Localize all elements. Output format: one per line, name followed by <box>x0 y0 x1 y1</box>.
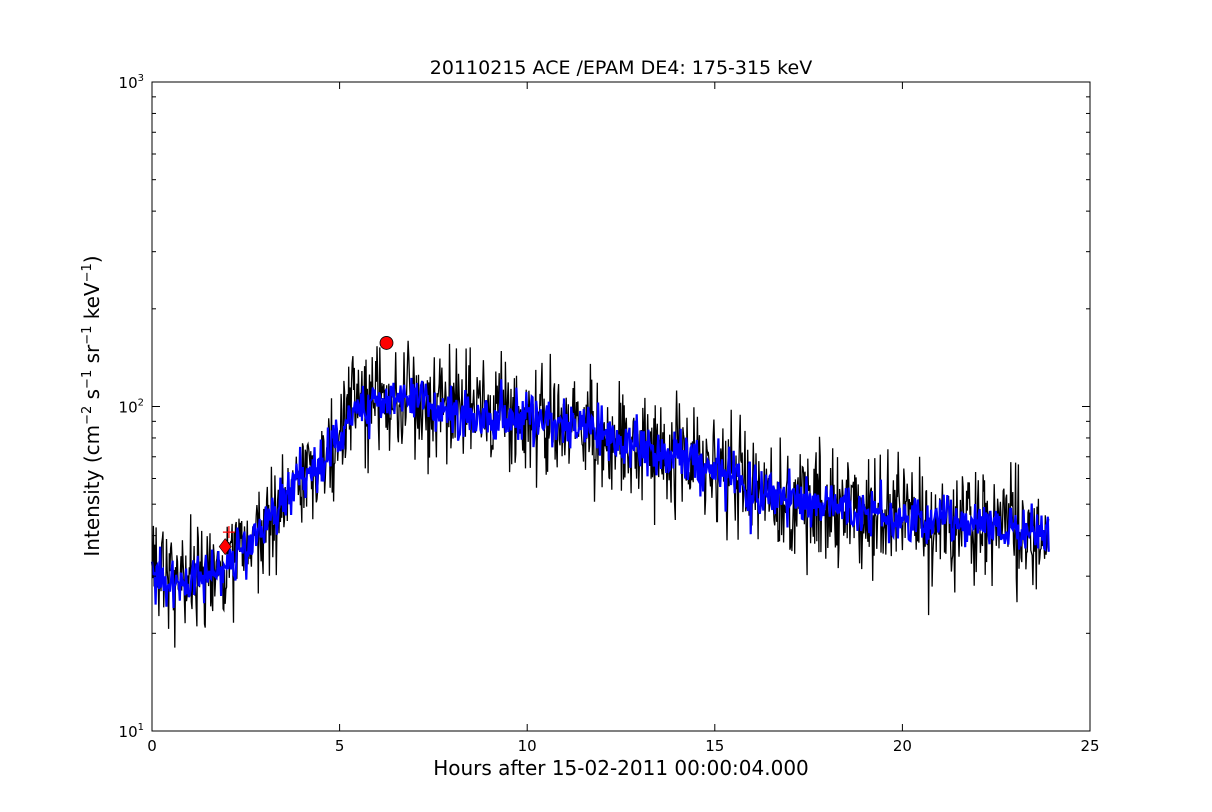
peak-circle-marker <box>379 336 394 350</box>
y-tick-label: 103 <box>119 73 144 92</box>
y-axis-label-kev: keV <box>80 282 104 326</box>
plot-area <box>150 336 1050 648</box>
y-axis-label-prefix: Intensity (cm <box>80 425 104 557</box>
x-tick-label: 20 <box>893 737 912 755</box>
y-axis-label-sr: sr <box>80 344 104 370</box>
y-axis-label-exp1: −2 <box>80 406 95 425</box>
y-axis-label-exp2: −1 <box>80 370 95 389</box>
x-tick-label: 25 <box>1080 737 1099 755</box>
y-tick-label: 102 <box>119 398 144 417</box>
x-axis-label: Hours after 15-02-2011 00:00:04.000 <box>433 756 809 780</box>
x-tick-label: 10 <box>518 737 537 755</box>
smoothed-intensity-line <box>150 377 1050 609</box>
chart-title: 20110215 ACE /EPAM DE4: 175-315 keV <box>430 57 812 79</box>
y-axis-label-suffix: ) <box>80 255 104 263</box>
y-axis: 101 102 103 <box>119 73 1090 741</box>
y-tick-label: 101 <box>119 722 144 741</box>
onset-cross-marker <box>222 526 235 539</box>
y-axis-label-s: s <box>80 389 104 406</box>
x-tick-label: 5 <box>335 737 345 755</box>
y-axis-label: Intensity (cm−2 s−1 sr−1 keV−1) <box>80 255 104 556</box>
y-axis-label-exp3: −1 <box>80 326 95 345</box>
x-axis: 0 5 10 15 20 25 <box>147 82 1100 755</box>
onset-diamond-marker <box>218 538 232 556</box>
x-tick-label: 15 <box>705 737 724 755</box>
x-tick-label: 0 <box>147 737 157 755</box>
y-axis-label-exp4: −1 <box>80 263 95 282</box>
